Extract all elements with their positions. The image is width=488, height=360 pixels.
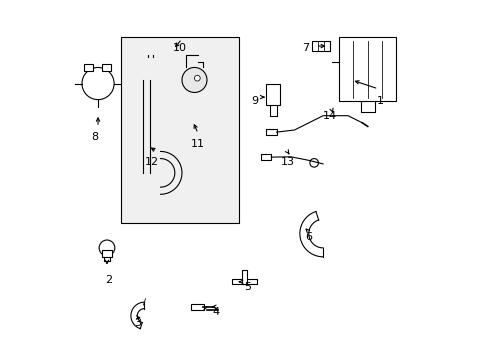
Text: 13: 13 bbox=[280, 157, 294, 167]
Text: 2: 2 bbox=[105, 275, 112, 285]
Bar bbox=[102, 250, 112, 257]
Circle shape bbox=[182, 67, 206, 93]
Text: 1: 1 bbox=[376, 96, 383, 107]
Text: 7: 7 bbox=[301, 43, 308, 53]
Bar bbox=[190, 304, 204, 310]
Bar bbox=[339, 37, 395, 102]
Text: 3: 3 bbox=[134, 318, 141, 328]
Text: 12: 12 bbox=[144, 157, 159, 167]
Bar bbox=[102, 64, 110, 71]
Bar bbox=[242, 270, 246, 284]
Text: 9: 9 bbox=[251, 96, 258, 107]
Text: 14: 14 bbox=[323, 111, 337, 121]
Circle shape bbox=[82, 67, 114, 100]
Text: 5: 5 bbox=[244, 282, 251, 292]
Text: 4: 4 bbox=[212, 307, 219, 317]
Bar bbox=[121, 37, 239, 223]
Circle shape bbox=[194, 75, 200, 81]
Text: 6: 6 bbox=[305, 232, 312, 242]
Text: 8: 8 bbox=[91, 132, 98, 142]
Bar bbox=[231, 279, 257, 284]
Bar bbox=[265, 129, 276, 135]
Circle shape bbox=[309, 158, 318, 167]
Bar bbox=[83, 64, 93, 71]
Bar bbox=[260, 154, 271, 160]
Circle shape bbox=[99, 240, 115, 256]
Bar bbox=[265, 84, 280, 105]
Text: 10: 10 bbox=[173, 43, 187, 53]
Text: 11: 11 bbox=[191, 139, 204, 149]
Bar bbox=[312, 41, 329, 51]
